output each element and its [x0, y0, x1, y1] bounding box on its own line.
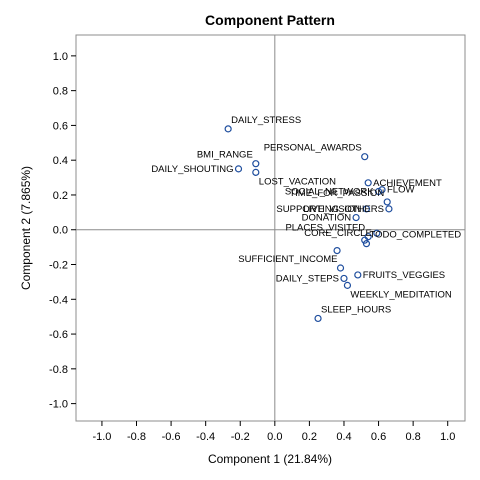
data-point-label: SUPPORTING_OTHERS: [276, 204, 384, 215]
x-tick-label: -0.2: [231, 431, 250, 443]
data-point: [378, 186, 386, 194]
chart-title: Component Pattern: [205, 12, 335, 28]
x-tick-label: 0.2: [302, 431, 317, 443]
data-point-label: DAILY_STEPS: [276, 273, 339, 284]
x-tick-label: -0.8: [127, 431, 146, 443]
data-point-label: WEEKLY_MEDITATION: [350, 289, 451, 300]
y-tick-label: -0.2: [49, 260, 68, 272]
data-point-label: FRUITS_VEGGIES: [363, 270, 445, 281]
data-point-label: DONATION: [302, 213, 352, 224]
data-point: [362, 205, 371, 213]
x-tick-label: 0.4: [336, 431, 351, 443]
data-point: [252, 168, 260, 176]
y-tick-label: -1.0: [49, 399, 68, 411]
data-point-label: PLACES_VISITED: [285, 223, 365, 234]
y-tick-label: 1.0: [53, 51, 68, 63]
data-point: [361, 236, 369, 244]
data-point: [336, 264, 345, 272]
x-tick-label: -1.0: [92, 431, 111, 443]
x-axis: -1.0 -0.8 -0.6 -0.4 -0.2 0.0 0.2 0.4 0.6 0.8 1.0: [92, 421, 455, 443]
data-point: [314, 314, 322, 323]
x-tick-label: -0.6: [162, 431, 181, 443]
data-point: [343, 281, 352, 289]
data-point-label: FLOW: [387, 185, 414, 196]
data-point-label: SOCIAL_NETWORK: [285, 186, 374, 197]
data-point-label: PERSONAL_AWARDS: [264, 143, 362, 154]
plot-frame: [75, 34, 466, 422]
y-tick-label: 0.0: [53, 225, 68, 237]
y-tick-label: -0.8: [49, 364, 68, 376]
data-point-label: SUFFICIENT_INCOME: [238, 254, 337, 265]
data-point: [364, 179, 372, 187]
data-point: [224, 125, 232, 133]
y-tick-label: -0.6: [49, 329, 68, 341]
data-point: [252, 160, 260, 168]
y-axis-label: Component 2 (7.865%): [19, 166, 33, 290]
data-point: [340, 274, 348, 283]
data-point-label: TODO_COMPLETED: [369, 230, 461, 241]
x-tick-label: 0.0: [267, 431, 282, 443]
x-axis-label: Component 1 (21.84%): [208, 452, 332, 466]
data-point-label: ACHIEVEMENT: [373, 178, 442, 189]
x-tick-label: 0.8: [405, 431, 420, 443]
data-point: [361, 153, 369, 161]
data-point-label: LIVE_VISION: [303, 204, 361, 215]
y-axis: 1.0 0.8 0.6 0.4 0.2 0.0 -0.2 -0.4 -0.6 -0.8 -1.0: [49, 51, 76, 411]
point-labels: DAILY_STRESS PERSONAL_AWARDS BMI_RANGE DAIL…: [151, 115, 461, 316]
x-tick-label: 1.0: [440, 431, 455, 443]
scatter-points: [224, 125, 393, 323]
data-point-label: TIME_FOR_PASSION: [289, 188, 384, 199]
data-point: [354, 271, 362, 279]
data-point-label: SLEEP_HOURS: [321, 304, 391, 315]
x-tick-label: 0.6: [371, 431, 386, 443]
data-point: [374, 187, 383, 196]
y-tick-label: 0.6: [53, 120, 68, 132]
data-point: [352, 213, 360, 222]
y-tick-label: 0.4: [53, 155, 68, 167]
data-point: [362, 240, 371, 248]
data-point: [385, 205, 393, 213]
data-point: [373, 229, 381, 237]
reference-lines: [76, 35, 465, 421]
data-point: [234, 165, 243, 173]
y-tick-label: 0.2: [53, 190, 68, 202]
data-point-label: DAILY_STRESS: [231, 115, 301, 126]
data-point-label: CORE_CIRCLE: [304, 228, 372, 239]
data-point-label: LOST_VACATION: [259, 176, 336, 187]
y-tick-label: -0.4: [49, 294, 68, 306]
data-point-label: BMI_RANGE: [197, 150, 253, 161]
x-tick-label: -0.4: [196, 431, 215, 443]
data-point-label: DAILY_SHOUTING: [151, 164, 233, 175]
y-tick-label: 0.8: [53, 86, 68, 98]
data-point: [333, 247, 341, 255]
data-point: [383, 198, 391, 206]
